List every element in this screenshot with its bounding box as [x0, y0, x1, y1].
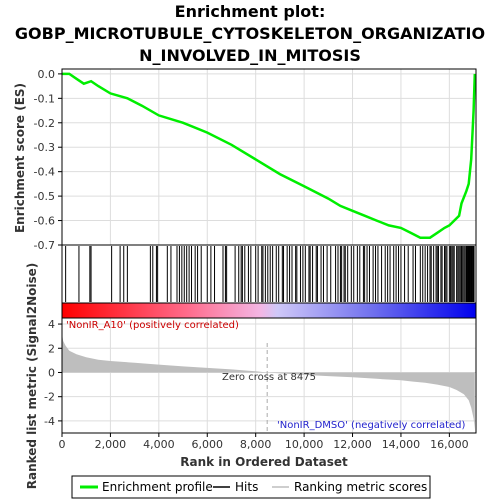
- x-axis-label: Rank in Ordered Dataset: [180, 455, 348, 469]
- es-y-tick-label: -0.7: [34, 239, 55, 252]
- zero-cross-label: Zero cross at 8475: [222, 372, 316, 383]
- x-tick-label: 16,000: [430, 438, 469, 451]
- title-line-1: Enrichment plot:: [175, 2, 326, 21]
- es-plot-area: [62, 69, 476, 245]
- legend-box: [71, 475, 431, 499]
- title-line-3: N_INVOLVED_IN_MITOSIS: [139, 46, 361, 65]
- title-line-2: GOBP_MICROTUBULE_CYTOSKELETON_ORGANIZATI…: [15, 24, 485, 43]
- chart-title: Enrichment plot: GOBP_MICROTUBULE_CYTOSK…: [15, 2, 485, 65]
- metric-panel: 4 2 0 -2 -4 'NonIR_A10' (positively correlat…: [25, 263, 477, 490]
- legend-label-enrichment: Enrichment profile: [102, 480, 213, 494]
- es-y-tick-label: -0.2: [34, 117, 55, 130]
- metric-y-tick-label: 2: [48, 342, 55, 355]
- es-y-label: Enrichment score (ES): [13, 83, 27, 233]
- x-tick-label: 6,000: [192, 438, 224, 451]
- positive-correlation-label: 'NonIR_A10' (positively correlated): [66, 320, 239, 331]
- rank-color-bar: [61, 302, 477, 319]
- legend-label-hits: Hits: [235, 480, 258, 494]
- metric-frame: [61, 317, 477, 434]
- es-gridlines: [61, 69, 476, 246]
- hit-marks: [65, 246, 475, 302]
- metric-y-tick-label: -2: [44, 391, 55, 404]
- enrichment-profile-line: [62, 72, 477, 239]
- x-axis-ticks: 0 2,000 4,000 6,000 8,000 10,000 12,000 14,000 1…: [59, 433, 469, 451]
- metric-y-label: Ranked list metric (Signal2Noise): [25, 263, 39, 490]
- legend: Enrichment profile Hits Ranking metric s…: [71, 475, 431, 499]
- x-tick-label: 2,000: [95, 438, 127, 451]
- x-tick-label: 12,000: [333, 438, 372, 451]
- es-panel: 0.0 -0.1 -0.2 -0.3 -0.4 -0.5 -0.6 -0.7 Enrichme…: [13, 68, 477, 252]
- metric-y-tick-label: -4: [44, 415, 55, 428]
- es-y-tick-label: -0.1: [34, 92, 55, 105]
- metric-y-tick-label: 0: [48, 366, 55, 379]
- x-tick-label: 10,000: [285, 438, 324, 451]
- hits-panel: [61, 244, 477, 304]
- metric-y-ticks: 4 2 0 -2 -4: [44, 318, 62, 428]
- es-y-tick-label: -0.4: [34, 166, 55, 179]
- es-y-tick-label: -0.3: [34, 141, 55, 154]
- x-tick-label: 0: [59, 438, 66, 451]
- es-y-tick-label: 0.0: [38, 68, 56, 81]
- es-y-tick-label: -0.6: [34, 215, 55, 228]
- x-tick-label: 8,000: [240, 438, 272, 451]
- x-tick-label: 4,000: [143, 438, 175, 451]
- legend-label-metric: Ranking metric scores: [294, 480, 427, 494]
- negative-correlation-label: 'NonIR_DMSO' (negatively correlated): [277, 420, 465, 431]
- es-y-tick-label: -0.5: [34, 190, 55, 203]
- metric-y-tick-label: 4: [48, 318, 55, 331]
- es-y-ticks: 0.0 -0.1 -0.2 -0.3 -0.4 -0.5 -0.6 -0.7: [34, 68, 62, 252]
- hits-area: [62, 245, 476, 303]
- x-tick-label: 14,000: [382, 438, 421, 451]
